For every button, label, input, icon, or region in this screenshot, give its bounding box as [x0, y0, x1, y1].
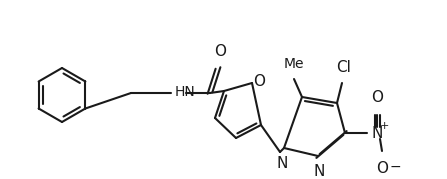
Text: Me: Me: [284, 57, 304, 71]
Text: +: +: [380, 121, 389, 131]
Text: −: −: [390, 160, 401, 174]
Text: O: O: [214, 44, 226, 59]
Text: N: N: [276, 156, 288, 171]
Text: HN: HN: [175, 85, 196, 99]
Text: N: N: [371, 125, 383, 141]
Text: N: N: [313, 164, 325, 179]
Text: O: O: [253, 74, 265, 90]
Text: Cl: Cl: [337, 60, 351, 75]
Text: O: O: [376, 161, 388, 176]
Text: O: O: [371, 90, 383, 105]
